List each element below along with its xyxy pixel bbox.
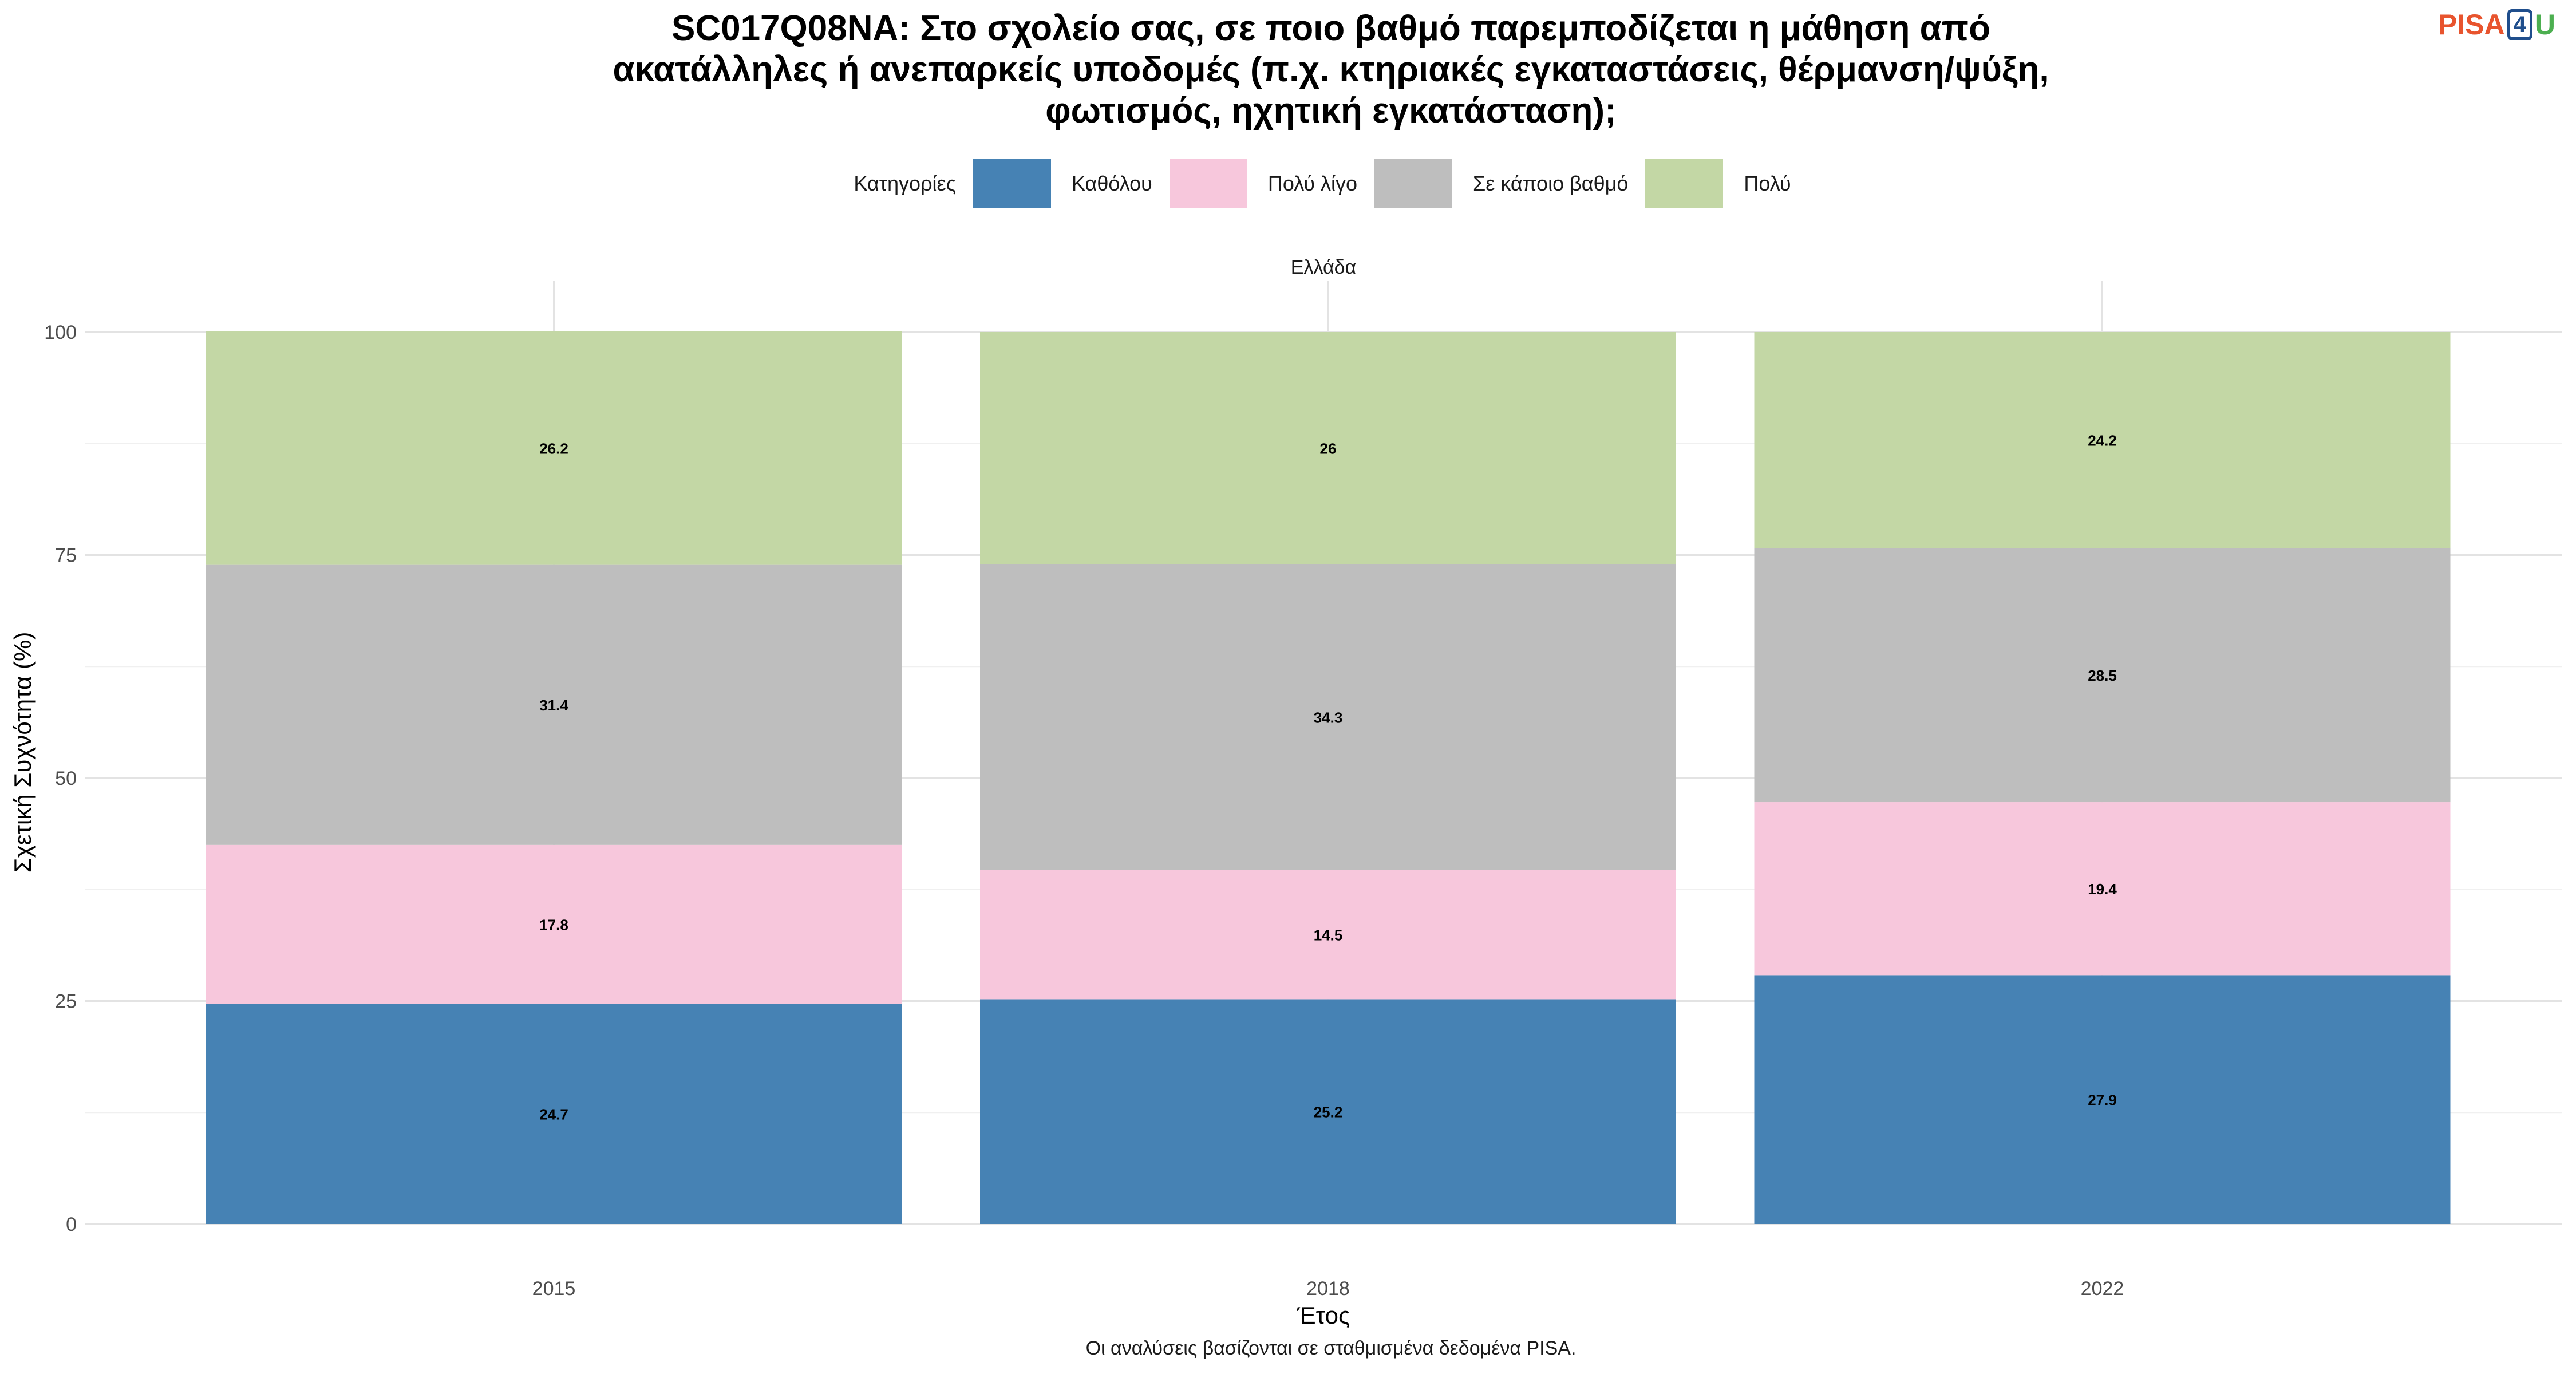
legend-item-0: Καθόλου [973, 159, 1152, 208]
data-label-2022-series-2: 28.5 [2088, 667, 2117, 684]
legend-label-0: Καθόλου [1071, 172, 1152, 195]
legend-label-3: Πολύ [1744, 172, 1791, 195]
chart-caption: Οι αναλύσεις βασίζονται σε σταθμισμένα δ… [1085, 1337, 1577, 1359]
bar-2018-series-3 [980, 332, 1676, 564]
data-label-2015-series-1: 17.8 [539, 917, 568, 934]
legend-label-2: Σε κάποιο βαθμό [1473, 172, 1629, 195]
data-label-2015-series-0: 24.7 [539, 1106, 568, 1123]
legend-label-1: Πολύ λίγο [1267, 172, 1358, 195]
y-tick-label: 0 [66, 1214, 77, 1235]
title-line-3: φωτισμός, ηχητική εγκατάσταση); [1045, 91, 1617, 131]
legend-item-1: Πολύ λίγο [1169, 159, 1358, 208]
logo-u-text: U [2534, 9, 2555, 41]
bar-2022-series-0 [1754, 975, 2451, 1224]
data-label-2022-series-3: 24.2 [2088, 432, 2117, 449]
bar-2015-series-3 [206, 331, 902, 565]
facet-label: Ελλάδα [1291, 256, 1356, 278]
x-tick-label: 2015 [532, 1278, 576, 1300]
bar-2022-series-2 [1754, 548, 2451, 803]
bar-2015-series-0 [206, 1004, 902, 1224]
y-axis-title: Σχετική Συχνότητα (%) [9, 632, 36, 873]
data-label-2022-series-0: 27.9 [2088, 1092, 2117, 1109]
x-tick-label: 2022 [2081, 1278, 2124, 1300]
pisa4u-logo: PISA 4 U [2438, 8, 2555, 41]
bar-2018-series-0 [980, 999, 1676, 1224]
bar-2022-series-1 [1754, 802, 2451, 976]
bar-2018-series-1 [980, 870, 1676, 1000]
logo-pisa-text: PISA [2437, 9, 2505, 41]
legend-swatch-1 [1169, 159, 1247, 208]
x-tick-label: 2018 [1306, 1278, 1350, 1300]
legend-swatch-0 [973, 159, 1051, 208]
bar-2018-series-2 [980, 564, 1676, 870]
data-label-2015-series-2: 31.4 [539, 697, 568, 714]
data-label-2018-series-2: 34.3 [1314, 709, 1343, 726]
bar-2015-series-2 [206, 564, 902, 845]
legend-title: Κατηγορίες [854, 172, 956, 195]
legend-swatch-3 [1645, 159, 1724, 208]
legend-item-2: Σε κάποιο βαθμό [1374, 159, 1628, 208]
y-tick-label: 75 [55, 545, 77, 567]
title-line-1: SC017Q08NA: Στο σχολείο σας, σε ποιο βαθ… [671, 9, 1991, 48]
x-axis-title: Έτος [1297, 1302, 1350, 1329]
y-tick-label: 50 [55, 768, 77, 789]
bar-2022-series-3 [1754, 332, 2451, 548]
chart-title: SC017Q08NA: Στο σχολείο σας, σε ποιο βαθ… [0, 8, 2576, 132]
logo-four-text: 4 [2507, 9, 2532, 40]
y-tick-label: 100 [44, 322, 77, 344]
legend: Κατηγορίες Καθόλου Πολύ λίγο Σε κάποιο β… [0, 159, 2576, 208]
title-line-2: ακατάλληλες ή ανεπαρκείς υποδομές (π.χ. … [613, 50, 2049, 89]
bar-2015-series-1 [206, 844, 902, 1004]
data-label-2015-series-3: 26.2 [539, 440, 568, 457]
y-tick-label: 25 [55, 991, 77, 1013]
data-label-2018-series-1: 14.5 [1314, 926, 1343, 943]
data-label-2018-series-3: 26 [1320, 440, 1337, 457]
data-label-2022-series-1: 19.4 [2088, 881, 2117, 898]
data-label-2018-series-0: 25.2 [1314, 1104, 1343, 1121]
legend-item-3: Πολύ [1645, 159, 1791, 208]
legend-swatch-2 [1374, 159, 1453, 208]
